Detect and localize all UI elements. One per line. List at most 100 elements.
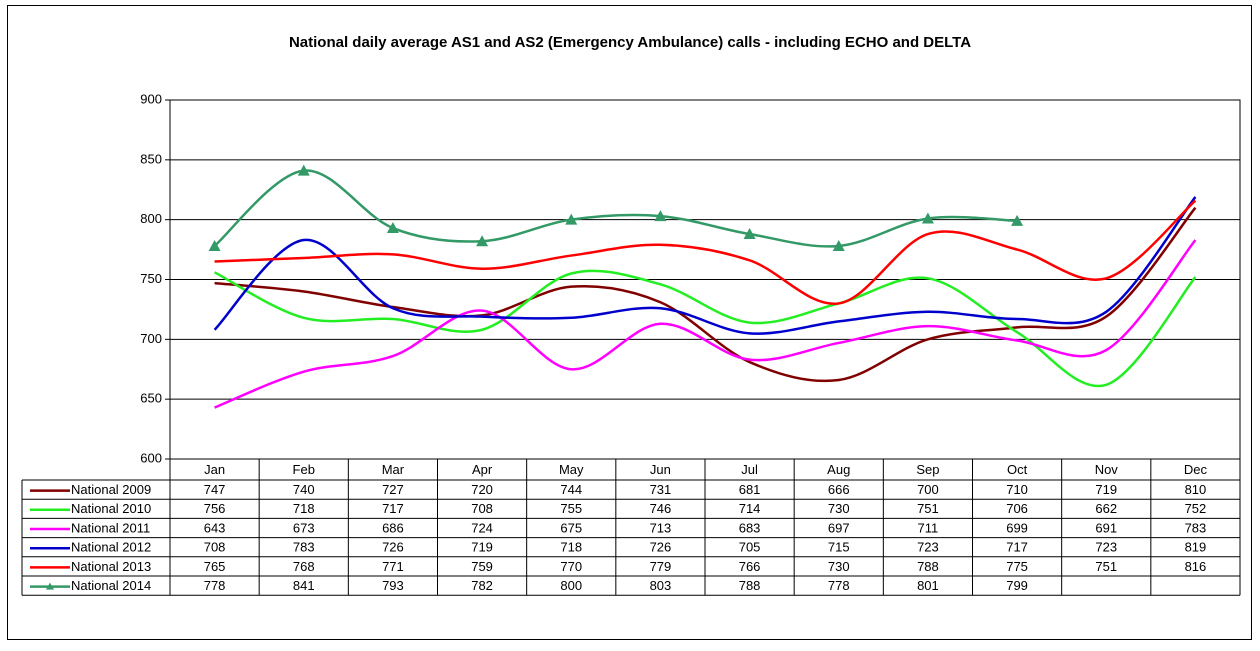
x-tick-label: Feb	[293, 462, 315, 477]
table-value: 686	[382, 520, 404, 535]
table-value: 783	[1185, 520, 1207, 535]
table-value: 816	[1185, 559, 1207, 574]
table-value: 744	[560, 482, 582, 497]
legend-label: National 2010	[71, 501, 151, 516]
legend-label: National 2012	[71, 540, 151, 555]
table-value: 662	[1095, 501, 1117, 516]
table-value: 770	[560, 559, 582, 574]
x-tick-label: Dec	[1184, 462, 1208, 477]
y-tick-label: 800	[140, 211, 162, 226]
table-value: 717	[1006, 540, 1028, 555]
table-value: 788	[917, 559, 939, 574]
table-value: 755	[560, 501, 582, 516]
table-value: 705	[739, 540, 761, 555]
x-tick-label: Oct	[1007, 462, 1028, 477]
table-value: 779	[650, 559, 672, 574]
x-tick-label: Jan	[204, 462, 225, 477]
legend-marker	[46, 582, 54, 590]
table-value: 841	[293, 578, 315, 593]
y-tick-label: 900	[140, 91, 162, 106]
table-value: 756	[204, 501, 226, 516]
table-value: 752	[1185, 501, 1207, 516]
series-line	[214, 199, 1197, 305]
marker	[476, 235, 489, 247]
marker	[565, 213, 578, 225]
table-value: 643	[204, 520, 226, 535]
table-value: 759	[471, 559, 493, 574]
table-value: 710	[1006, 482, 1028, 497]
y-tick-label: 600	[140, 450, 162, 465]
series-line	[214, 269, 1197, 388]
marker	[743, 228, 756, 240]
marker	[832, 239, 845, 251]
table-value: 691	[1095, 520, 1117, 535]
table-value: 719	[471, 540, 493, 555]
y-tick-label: 850	[140, 151, 162, 166]
table-value: 681	[739, 482, 761, 497]
table-value: 800	[560, 578, 582, 593]
table-value: 683	[739, 520, 761, 535]
y-tick-label: 650	[140, 391, 162, 406]
marker	[1011, 214, 1024, 226]
x-tick-label: Jul	[741, 462, 758, 477]
table-value: 751	[1095, 559, 1117, 574]
table-value: 714	[739, 501, 761, 516]
table-value: 783	[293, 540, 315, 555]
marker	[208, 239, 221, 251]
legend-label: National 2009	[71, 482, 151, 497]
series-line	[214, 239, 1197, 409]
table-value: 731	[650, 482, 672, 497]
table-value: 666	[828, 482, 850, 497]
table-value: 771	[382, 559, 404, 574]
table-value: 747	[204, 482, 226, 497]
x-tick-label: Apr	[472, 462, 493, 477]
x-tick-label: Aug	[827, 462, 850, 477]
table-value: 727	[382, 482, 404, 497]
y-tick-label: 750	[140, 271, 162, 286]
table-value: 700	[917, 482, 939, 497]
x-tick-label: Jun	[650, 462, 671, 477]
table-value: 801	[917, 578, 939, 593]
legend-label: National 2011	[71, 520, 150, 535]
x-tick-label: Nov	[1095, 462, 1119, 477]
table-value: 708	[204, 540, 226, 555]
table-value: 713	[650, 520, 672, 535]
table-value: 720	[471, 482, 493, 497]
table-value: 726	[650, 540, 672, 555]
x-tick-label: Sep	[916, 462, 939, 477]
table-value: 717	[382, 501, 404, 516]
marker	[386, 222, 399, 234]
table-value: 819	[1185, 540, 1207, 555]
table-value: 788	[739, 578, 761, 593]
table-value: 715	[828, 540, 850, 555]
table-value: 778	[204, 578, 226, 593]
marker	[654, 210, 667, 222]
table-value: 708	[471, 501, 493, 516]
table-value: 799	[1006, 578, 1028, 593]
chart-title: National daily average AS1 and AS2 (Emer…	[289, 34, 971, 51]
marker	[921, 212, 934, 224]
legend-label: National 2014	[71, 578, 151, 593]
series-line	[213, 196, 1197, 335]
table-value: 723	[917, 540, 939, 555]
table-value: 766	[739, 559, 761, 574]
x-tick-label: Mar	[382, 462, 405, 477]
table-value: 793	[382, 578, 404, 593]
table-value: 699	[1006, 520, 1028, 535]
table-value: 810	[1185, 482, 1207, 497]
table-value: 768	[293, 559, 315, 574]
table-value: 746	[650, 501, 672, 516]
table-value: 719	[1095, 482, 1117, 497]
table-value: 730	[828, 559, 850, 574]
table-value: 675	[560, 520, 582, 535]
marker	[297, 164, 310, 176]
table-value: 778	[828, 578, 850, 593]
table-value: 730	[828, 501, 850, 516]
table-value: 775	[1006, 559, 1028, 574]
table-value: 740	[293, 482, 315, 497]
table-value: 718	[560, 540, 582, 555]
y-tick-label: 700	[140, 331, 162, 346]
series-line	[213, 169, 1018, 248]
